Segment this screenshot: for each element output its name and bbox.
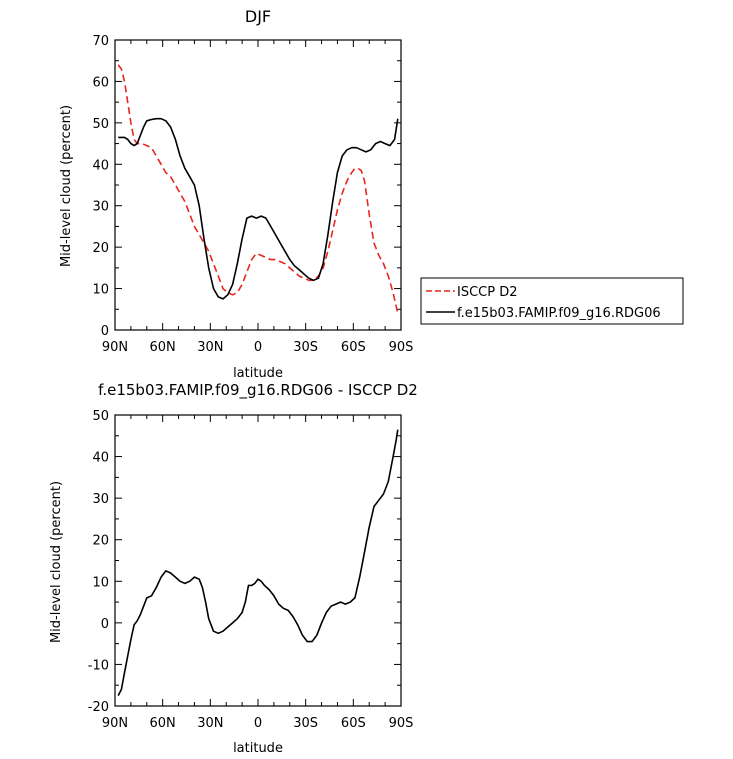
tick-group: 90N 60N 30N 0 30S 60S 90S -20 -10 0 10 20 30 40 50 bbox=[88, 409, 414, 731]
chart-difference: f.e15b03.FAMIP.f09_g16.RDG06 - ISCCP D2 … bbox=[49, 381, 418, 756]
y-tick-label: 60 bbox=[92, 75, 109, 90]
series-group bbox=[117, 429, 399, 696]
series-line-1 bbox=[117, 429, 399, 696]
series-line-1 bbox=[117, 64, 399, 314]
x-tick-label: 30N bbox=[197, 340, 223, 355]
y-tick-label: 20 bbox=[92, 241, 109, 256]
x-tick-label: 60N bbox=[150, 716, 176, 731]
y-tick-label: 30 bbox=[92, 200, 109, 215]
tick-group: 90N 60N 30N 0 30S 60S 90S 0 10 20 30 40 50 60 70 bbox=[92, 34, 413, 355]
y-tick-label: 50 bbox=[92, 409, 109, 424]
x-tick-label: 30S bbox=[293, 716, 318, 731]
x-tick-label: 0 bbox=[254, 340, 262, 355]
y-tick-label: -10 bbox=[88, 658, 109, 673]
chart-title: f.e15b03.FAMIP.f09_g16.RDG06 - ISCCP D2 bbox=[98, 381, 418, 400]
legend-box bbox=[420, 277, 684, 325]
x-tick-label: 60S bbox=[341, 716, 366, 731]
y-tick-label: 20 bbox=[92, 534, 109, 549]
legend: ISCCP D2 f.e15b03.FAMIP.f09_g16.RDG06 bbox=[420, 277, 684, 325]
y-tick-label: -20 bbox=[88, 700, 109, 715]
chart-title: DJF bbox=[245, 7, 271, 26]
y-tick-label: 10 bbox=[92, 283, 109, 298]
x-tick-label: 90N bbox=[102, 716, 128, 731]
y-tick-label: 0 bbox=[101, 617, 109, 632]
legend-entry-model: f.e15b03.FAMIP.f09_g16.RDG06 bbox=[457, 306, 661, 321]
y-tick-label: 30 bbox=[92, 492, 109, 507]
chart-djf: DJF Mid-level cloud (percent) latitude 9… bbox=[59, 7, 413, 381]
y-axis-label: Mid-level cloud (percent) bbox=[59, 105, 74, 267]
y-tick-label: 70 bbox=[92, 34, 109, 49]
legend-entry-isccp: ISCCP D2 bbox=[457, 285, 518, 300]
series-line-2 bbox=[118, 117, 399, 300]
y-tick-label: 50 bbox=[92, 117, 109, 132]
series-group bbox=[117, 64, 399, 314]
x-tick-label: 90N bbox=[102, 340, 128, 355]
y-tick-label: 10 bbox=[92, 575, 109, 590]
plot-frame bbox=[114, 414, 402, 707]
y-tick-label: 40 bbox=[92, 451, 109, 466]
y-axis-label: Mid-level cloud (percent) bbox=[49, 481, 64, 643]
x-axis-label: latitude bbox=[233, 366, 283, 381]
y-tick-label: 0 bbox=[101, 324, 109, 339]
x-tick-label: 30N bbox=[197, 716, 223, 731]
x-tick-label: 60N bbox=[150, 340, 176, 355]
y-tick-label: 40 bbox=[92, 158, 109, 173]
x-tick-label: 90S bbox=[389, 716, 414, 731]
x-tick-label: 0 bbox=[254, 716, 262, 731]
plot-frame bbox=[114, 39, 402, 331]
x-tick-label: 90S bbox=[389, 340, 414, 355]
x-tick-label: 30S bbox=[293, 340, 318, 355]
x-axis-label: latitude bbox=[233, 741, 283, 756]
x-tick-label: 60S bbox=[341, 340, 366, 355]
